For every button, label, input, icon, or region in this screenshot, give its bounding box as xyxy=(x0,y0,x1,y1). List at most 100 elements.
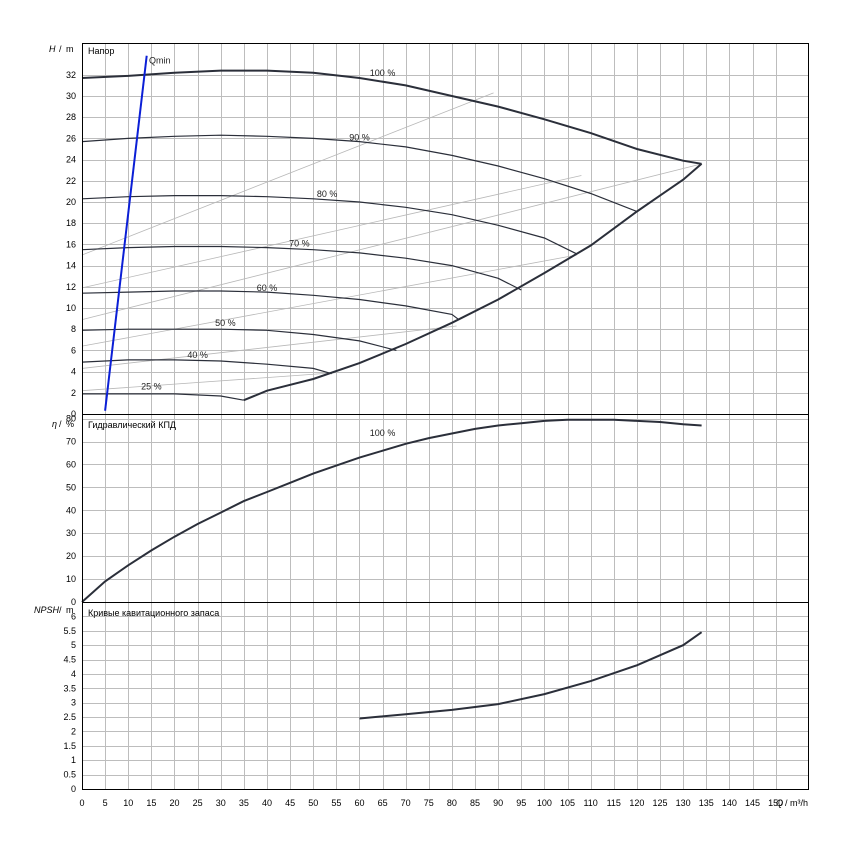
npsh-axis-symbol: NPSH xyxy=(34,605,60,615)
npsh-axis-sep: / xyxy=(59,605,62,615)
head-y-tick-label: 16 xyxy=(66,239,76,249)
npsh-y-tick-label: 4 xyxy=(71,669,76,679)
head-curve-label: 50 % xyxy=(215,318,236,328)
efficiency-y-tick-label: 80 xyxy=(66,414,76,424)
head-y-tick-label: 2 xyxy=(71,388,76,398)
x-tick-label: 10 xyxy=(123,798,133,808)
head-curve-label: 60 % xyxy=(257,283,278,293)
head-y-tick-label: 12 xyxy=(66,282,76,292)
npsh-y-tick-label: 1.5 xyxy=(63,741,76,751)
efficiency-panel-title: Гидравлический КПД xyxy=(88,420,176,430)
head-axis-symbol: H xyxy=(49,44,56,54)
head-y-tick-label: 30 xyxy=(66,91,76,101)
efficiency-reference-line xyxy=(81,372,337,392)
efficiency-reference-line xyxy=(81,163,702,321)
x-tick-label: 100 xyxy=(537,798,552,808)
npsh-y-tick-label: 6 xyxy=(71,611,76,621)
x-axis-symbol: Q xyxy=(776,798,783,808)
x-tick-label: 60 xyxy=(354,798,364,808)
efficiency-reference-line xyxy=(81,254,577,347)
npsh-y-tick-label: 5.5 xyxy=(63,626,76,636)
x-tick-label: 85 xyxy=(470,798,480,808)
head-panel-title: Напор xyxy=(88,46,114,56)
efficiency-y-tick-label: 0 xyxy=(71,597,76,607)
head-axis-sep: / xyxy=(59,44,62,54)
head-y-tick-label: 20 xyxy=(66,197,76,207)
head-y-tick-label: 4 xyxy=(71,367,76,377)
head-y-tick-label: 22 xyxy=(66,176,76,186)
efficiency-reference-line xyxy=(81,325,457,369)
x-tick-label: 115 xyxy=(607,798,621,808)
x-tick-label: 80 xyxy=(447,798,457,808)
head-curve xyxy=(81,195,578,255)
efficiency-lines-layer xyxy=(81,92,702,392)
x-tick-label: 150 xyxy=(768,798,783,808)
x-tick-label: 70 xyxy=(401,798,411,808)
npsh-y-tick-label: 1 xyxy=(71,755,76,765)
x-tick-label: 25 xyxy=(193,798,203,808)
npsh-axis-unit: m xyxy=(66,605,74,615)
head-curve xyxy=(81,69,702,165)
x-tick-label: 105 xyxy=(560,798,575,808)
head-curve xyxy=(82,393,244,401)
npsh-y-tick-label: 0.5 xyxy=(63,770,76,780)
efficiency-y-tick-label: 20 xyxy=(66,551,76,561)
x-tick-label: 5 xyxy=(103,798,108,808)
x-tick-label: 20 xyxy=(169,798,179,808)
head-axis-unit: m xyxy=(66,44,74,54)
curves-layer xyxy=(81,55,703,720)
head-y-tick-label: 10 xyxy=(66,303,76,313)
qmin-line xyxy=(104,55,148,411)
operating-limit-curve xyxy=(243,163,703,402)
efficiency-axis-unit: % xyxy=(66,419,74,429)
efficiency-curve xyxy=(81,418,702,603)
head-curve-label: 25 % xyxy=(141,382,162,392)
x-tick-label: 140 xyxy=(722,798,737,808)
head-y-tick-label: 14 xyxy=(66,261,76,271)
npsh-panel-title: Кривые кавитационного запаса xyxy=(88,608,219,618)
x-tick-label: 120 xyxy=(629,798,644,808)
x-tick-label: 145 xyxy=(745,798,760,808)
x-tick-label: 35 xyxy=(239,798,249,808)
x-tick-label: 0 xyxy=(79,798,84,808)
npsh-y-tick-label: 3 xyxy=(71,698,76,708)
head-y-tick-label: 26 xyxy=(66,133,76,143)
x-axis-sep: / xyxy=(785,798,788,808)
npsh-y-tick-label: 4.5 xyxy=(63,655,76,665)
head-curve xyxy=(81,359,332,375)
efficiency-curve-label: 100 % xyxy=(370,428,396,438)
x-tick-label: 55 xyxy=(331,798,341,808)
head-y-tick-label: 6 xyxy=(71,345,76,355)
head-y-tick-label: 24 xyxy=(66,155,76,165)
npsh-y-tick-label: 5 xyxy=(71,640,76,650)
efficiency-axis-symbol: η xyxy=(52,419,57,429)
efficiency-y-tick-label: 30 xyxy=(66,528,76,538)
x-tick-label: 45 xyxy=(285,798,295,808)
x-tick-label: 50 xyxy=(308,798,318,808)
qmin-label: Qmin xyxy=(149,55,171,65)
npsh-curve xyxy=(359,631,703,720)
head-y-tick-label: 0 xyxy=(71,409,76,419)
head-y-tick-label: 8 xyxy=(71,324,76,334)
labels-layer: Напор Гидравлический КПД Кривые кавитаци… xyxy=(34,44,808,808)
npsh-y-tick-label: 2 xyxy=(71,726,76,736)
x-tick-label: 95 xyxy=(516,798,526,808)
head-y-tick-label: 18 xyxy=(66,218,76,228)
head-curve xyxy=(81,328,397,351)
plot-frame xyxy=(82,43,809,790)
x-tick-label: 40 xyxy=(262,798,272,808)
head-curve xyxy=(81,290,460,321)
head-y-tick-label: 28 xyxy=(66,112,76,122)
efficiency-y-tick-label: 50 xyxy=(66,482,76,492)
x-tick-label: 15 xyxy=(146,798,156,808)
npsh-y-tick-label: 2.5 xyxy=(63,712,76,722)
x-tick-label: 30 xyxy=(216,798,226,808)
head-curve-label: 90 % xyxy=(349,133,370,143)
head-curve xyxy=(81,134,638,213)
x-tick-label: 90 xyxy=(493,798,503,808)
head-curve-label: 80 % xyxy=(317,189,338,199)
efficiency-y-tick-label: 70 xyxy=(66,437,76,447)
frame-layer xyxy=(82,43,809,790)
x-tick-label: 110 xyxy=(583,798,597,808)
